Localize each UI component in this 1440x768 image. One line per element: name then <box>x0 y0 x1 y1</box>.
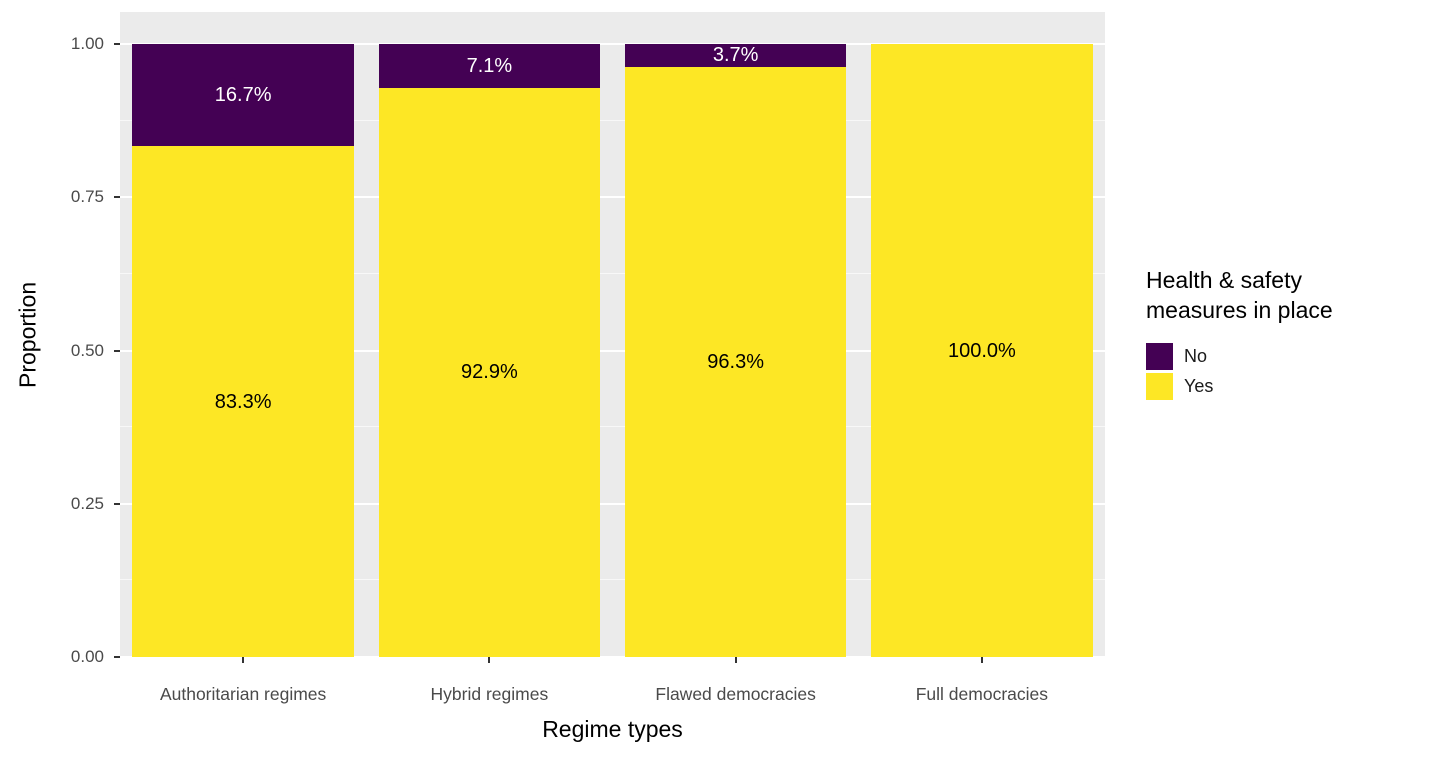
gridline-major <box>120 43 1105 45</box>
bar-segment-label: 16.7% <box>214 84 272 107</box>
y-tick-label: 0.00 <box>70 647 104 666</box>
x-tick-label: Flawed democracies <box>655 684 816 704</box>
x-tick-label: Full democracies <box>915 684 1049 704</box>
gridline-major <box>120 656 1105 658</box>
gridline-minor <box>120 579 1105 581</box>
gridlines <box>120 43 1105 658</box>
x-tick-labels: Authoritarian regimes Hybrid regimes Flawe… <box>120 684 1105 705</box>
legend-entry: No <box>1146 342 1436 370</box>
bar-slot: 3.7% 96.3% <box>613 44 859 657</box>
bar-segment-label: 7.1% <box>466 54 513 77</box>
bar-slot: 100.0% <box>859 44 1105 657</box>
bar-segment-label: 92.9% <box>461 361 518 384</box>
bar-segment-label: 100.0% <box>947 339 1016 362</box>
stacked-bar: 3.7% 96.3% <box>624 44 847 657</box>
gridline-major <box>120 196 1105 199</box>
stacked-bar: 7.1% 92.9% <box>378 44 601 657</box>
stacked-bar: 100.0% <box>871 44 1093 657</box>
legend-entries: No Yes <box>1146 340 1436 403</box>
x-axis-title: Regime types <box>542 716 683 742</box>
bar-segment: 92.9% <box>378 87 601 657</box>
bar-segment: 83.3% <box>132 146 354 657</box>
y-tick-label: 0.25 <box>70 493 104 513</box>
gridline-minor <box>120 119 1105 121</box>
bar-segment-label: 3.7% <box>712 44 759 67</box>
bar-slot: 16.7% 83.3% <box>120 44 366 657</box>
legend-entry-label: No <box>1184 345 1208 366</box>
bar-segment: 100.0% <box>871 44 1093 657</box>
legend-title: Health & safety measures in place <box>1146 267 1333 323</box>
bar-segment: 16.7% <box>132 44 354 147</box>
legend-entry: Yes <box>1146 372 1436 400</box>
bar-segment: 7.1% <box>378 44 601 88</box>
y-tick-labels: 0.00 0.25 0.50 0.75 1.00 <box>0 12 108 666</box>
legend-entry-label: Yes <box>1184 375 1214 396</box>
bar-slot: 7.1% 92.9% <box>366 44 612 657</box>
y-tick-label: 1.00 <box>70 34 104 53</box>
y-tick-label: 0.50 <box>70 340 104 360</box>
plot-panel: 16.7% 83.3% 7.1% 92.9% 3.7% 96.3% 100.0% <box>120 12 1105 658</box>
bar-segment: 3.7% <box>624 44 847 67</box>
stacked-bar: 16.7% 83.3% <box>132 44 354 657</box>
bar-segment-label: 83.3% <box>214 390 272 413</box>
bars: 16.7% 83.3% 7.1% 92.9% 3.7% 96.3% 100.0% <box>120 44 1105 657</box>
y-tick-label: 0.75 <box>70 187 104 207</box>
gridline-major <box>120 349 1105 352</box>
legend: Health & safety measures in place No Yes <box>1146 12 1436 657</box>
gridline-minor <box>120 426 1105 428</box>
legend-key-swatch <box>1146 342 1173 370</box>
gridline-minor <box>120 272 1105 274</box>
bar-segment: 96.3% <box>624 66 847 657</box>
x-tick-label: Authoritarian regimes <box>159 684 327 704</box>
gridline-major <box>120 502 1105 505</box>
bar-segment-label: 96.3% <box>707 350 764 373</box>
legend-key-swatch <box>1146 372 1173 400</box>
x-tick-label: Hybrid regimes <box>430 684 549 704</box>
